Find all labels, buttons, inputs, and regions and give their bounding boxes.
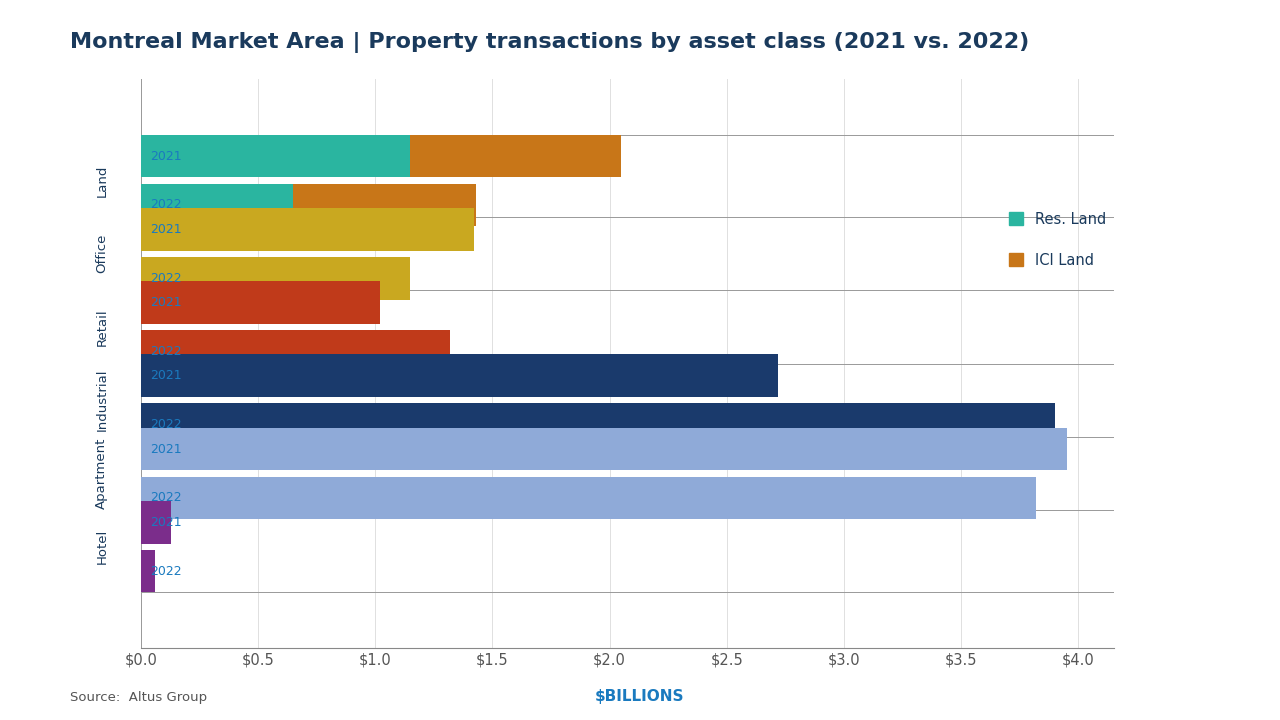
- Bar: [141, 403, 1055, 446]
- Bar: [141, 501, 172, 544]
- Text: $BILLIONS: $BILLIONS: [595, 689, 685, 704]
- Bar: [141, 257, 411, 300]
- Text: Land: Land: [96, 164, 109, 197]
- Text: Source:  Altus Group: Source: Altus Group: [70, 691, 207, 704]
- Text: Retail: Retail: [96, 308, 109, 346]
- Bar: [141, 428, 1066, 470]
- Text: 2021: 2021: [151, 443, 182, 456]
- Text: 2021: 2021: [151, 296, 182, 309]
- Text: 2022: 2022: [151, 491, 182, 505]
- Text: 2021: 2021: [151, 516, 182, 528]
- Bar: [141, 282, 380, 324]
- Text: 2021: 2021: [151, 369, 182, 382]
- Bar: [141, 477, 1037, 519]
- Text: Industrial: Industrial: [96, 369, 109, 431]
- Text: Office: Office: [96, 234, 109, 274]
- Bar: [141, 550, 155, 593]
- Text: Montreal Market Area | Property transactions by asset class (2021 vs. 2022): Montreal Market Area | Property transact…: [70, 32, 1029, 53]
- Text: 2021: 2021: [151, 150, 182, 163]
- Bar: [141, 135, 411, 177]
- Text: 2022: 2022: [151, 345, 182, 358]
- Text: 2021: 2021: [151, 222, 182, 236]
- Text: Apartment: Apartment: [96, 438, 109, 509]
- Bar: [293, 184, 476, 226]
- Text: 2022: 2022: [151, 271, 182, 284]
- Text: 2022: 2022: [151, 199, 182, 212]
- Bar: [141, 184, 293, 226]
- Text: Hotel: Hotel: [96, 529, 109, 564]
- Bar: [141, 208, 474, 251]
- Bar: [411, 135, 621, 177]
- Legend: Res. Land, ICI Land: Res. Land, ICI Land: [1009, 212, 1106, 268]
- Text: 2022: 2022: [151, 564, 182, 577]
- Bar: [141, 330, 451, 373]
- Text: 2022: 2022: [151, 418, 182, 431]
- Bar: [141, 354, 778, 397]
